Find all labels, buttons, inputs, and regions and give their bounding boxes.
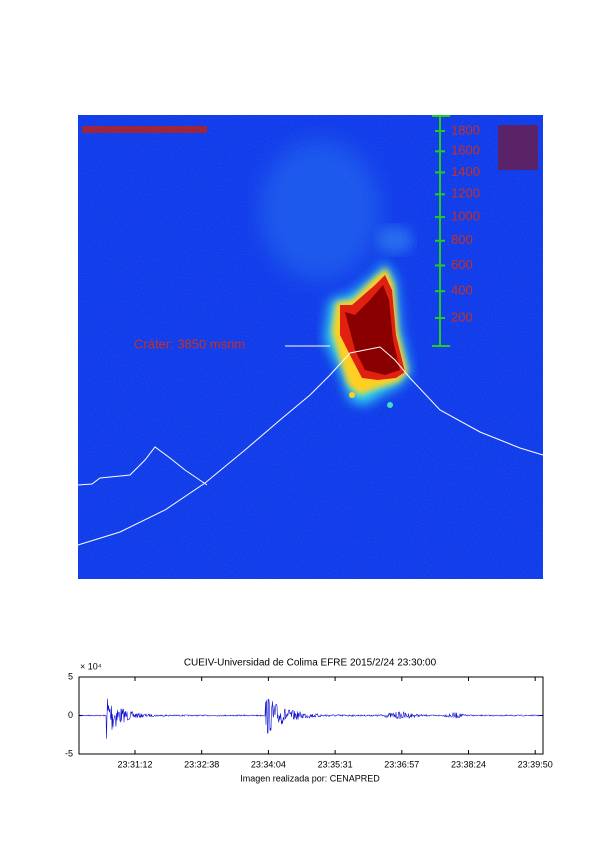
height-scale: 200 400 600 800 1000 1200 1400 1600 1800 (432, 115, 480, 347)
scale-label: 800 (451, 232, 473, 247)
scale-label: 200 (451, 309, 473, 324)
x-tick-label: 23:31:12 (117, 759, 152, 769)
hot-spot (387, 402, 393, 408)
x-tick-label: 23:36:57 (384, 759, 419, 769)
logo (498, 125, 538, 170)
x-tick-label: 23:39:50 (518, 759, 553, 769)
scale-label: 1000 (451, 209, 480, 224)
volcano-profile (77, 346, 544, 546)
scale-label: 600 (451, 257, 473, 272)
x-tick-label: 23:38:24 (451, 759, 486, 769)
ash-cloud (377, 226, 413, 254)
ash-cloud (260, 140, 380, 280)
y-tick-label: 5 (68, 671, 73, 681)
image-stamp (82, 126, 207, 133)
plume (325, 262, 410, 408)
waveform (79, 698, 542, 739)
x-tick-label: 23:35:31 (318, 759, 353, 769)
crater-label: Cráter: 3850 msnm (134, 336, 245, 351)
ridge-profile (77, 446, 208, 486)
thermal-image: Cráter: 3850 msnm 200 400 600 800 1000 1200 14… (77, 115, 544, 579)
footer: Imagen realizada por: CENAPRED (240, 773, 380, 783)
seismogram: CUEIV-Universidad de Colima EFRE 2015/2/… (65, 658, 553, 784)
exponent-label: × 10⁴ (80, 661, 102, 671)
scale-label: 1200 (451, 186, 480, 201)
scale-label: 1800 (451, 122, 480, 137)
hot-spot (349, 392, 355, 398)
y-tick-label: -5 (65, 748, 73, 758)
y-tick-label: 0 (68, 710, 73, 720)
scale-label: 400 (451, 283, 473, 298)
scale-label: 1600 (451, 143, 480, 158)
seismogram-title: CUEIV-Universidad de Colima EFRE 2015/2/… (184, 658, 437, 669)
x-tick-label: 23:32:38 (184, 759, 219, 769)
scale-label: 1400 (451, 164, 480, 179)
x-tick-label: 23:34:04 (251, 759, 286, 769)
